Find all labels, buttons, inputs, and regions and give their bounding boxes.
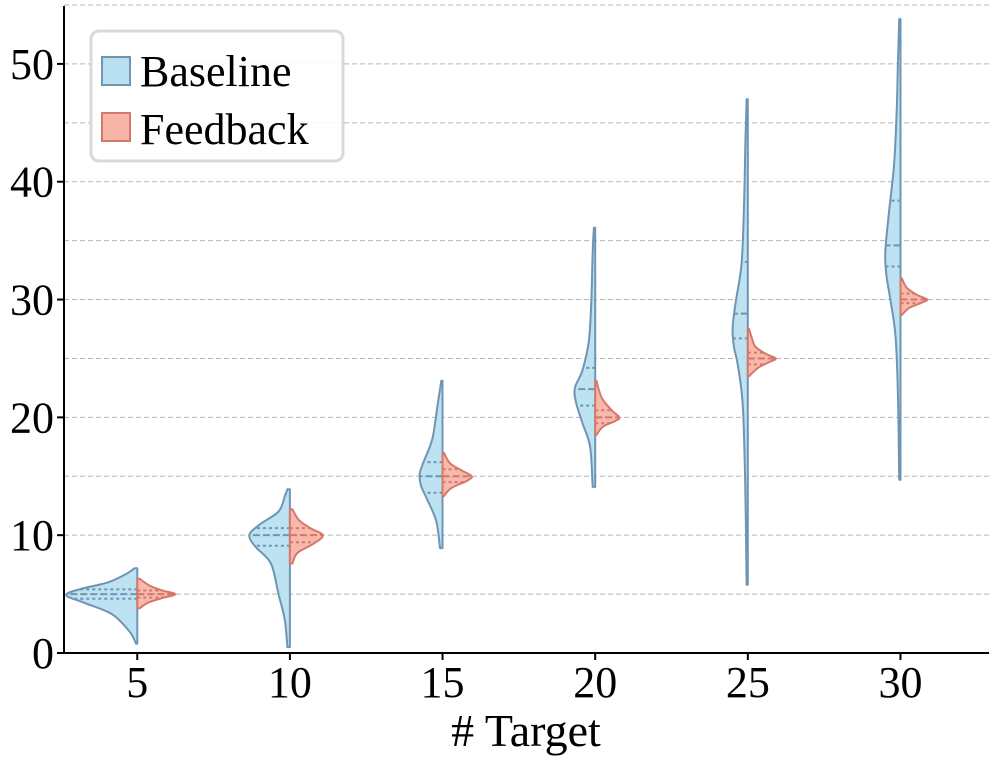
y-tick-label: 50 — [10, 40, 54, 89]
plot-area — [65, 18, 929, 649]
axes — [63, 6, 989, 654]
legend-label-baseline: Baseline — [140, 47, 292, 96]
violin-feedback-10 — [288, 508, 324, 565]
legend: Baseline Feedback — [89, 29, 345, 163]
violin-baseline-15 — [418, 379, 444, 550]
x-tick-labels: 5 10 15 20 25 30 — [126, 653, 922, 707]
y-tick-label: 0 — [32, 629, 54, 678]
violin-baseline-20 — [573, 226, 597, 488]
x-tick-label: 20 — [573, 658, 617, 707]
violin-feedback-30 — [899, 277, 929, 316]
x-tick-label: 15 — [421, 658, 465, 707]
y-tick-labels: 0 10 20 30 40 50 — [10, 40, 64, 678]
violin-baseline-30 — [884, 18, 902, 481]
violin-feedback-15 — [441, 451, 473, 498]
violin-feedback-5 — [136, 577, 177, 610]
violin-baseline-5 — [65, 567, 139, 645]
legend-swatch-baseline — [101, 56, 131, 86]
violin-baseline-25 — [731, 98, 749, 586]
legend-label-feedback: Feedback — [140, 105, 309, 154]
x-tick-label: 30 — [878, 658, 922, 707]
y-tick-label: 20 — [10, 393, 54, 442]
y-tick-label: 40 — [10, 158, 54, 207]
x-tick-label: 5 — [126, 658, 148, 707]
violin-feedback-20 — [594, 379, 621, 436]
x-tick-label: 10 — [268, 658, 312, 707]
legend-box — [89, 29, 345, 163]
y-tick-label: 30 — [10, 276, 54, 325]
legend-swatch-feedback — [101, 112, 131, 142]
violin-baseline-10 — [248, 488, 291, 649]
x-axis-label: # Target — [451, 705, 601, 756]
y-tick-label: 10 — [10, 511, 54, 560]
x-tick-label: 25 — [726, 658, 770, 707]
